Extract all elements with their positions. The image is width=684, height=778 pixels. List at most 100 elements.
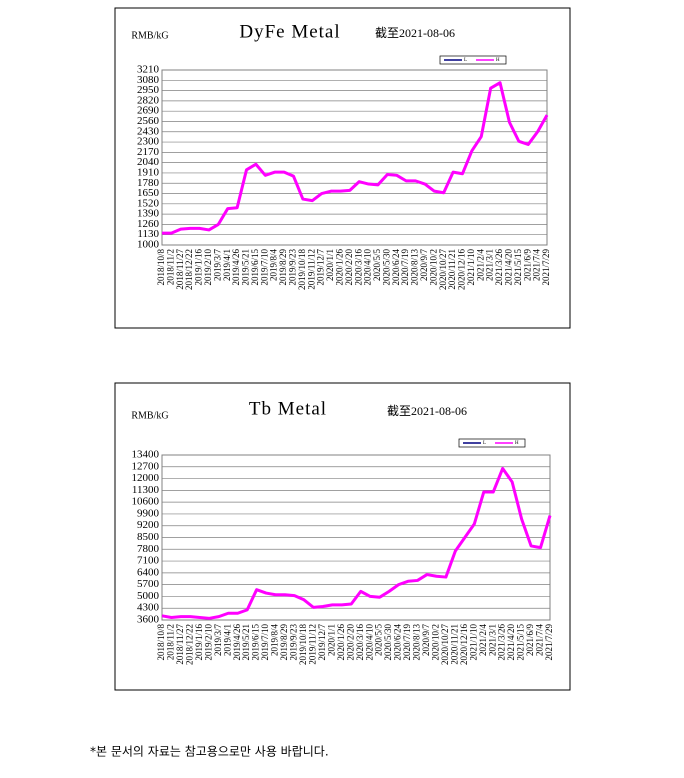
y-tick-label: 2820 [137,94,160,106]
x-tick-label: 2020/8/13 [410,249,420,286]
x-tick-label: 2018/10/8 [156,249,166,286]
plot-area [161,69,548,246]
x-tick-label: 2020/5/5 [372,249,382,282]
x-tick-label: 2021/7/29 [541,249,551,286]
y-tick-label: 3080 [137,74,160,86]
x-tick-label: 2021/1/10 [466,249,476,286]
x-tick-label: 2020/11/21 [449,624,459,665]
x-tick-label: 2020/2/20 [345,624,355,661]
y-tick-label: 12000 [132,472,160,484]
x-tick-label: 2021/3/26 [494,249,504,286]
y-tick-label: 1130 [137,228,159,240]
y-tick-label: 2690 [137,105,160,117]
x-tick-label: 2019/1/16 [194,624,204,661]
y-tick-label: 1520 [137,197,160,209]
y-tick-label: 5000 [137,590,160,602]
legend-label: H [496,58,500,63]
x-tick-label: 2020/4/10 [364,624,374,661]
y-tick-label: 3210 [137,64,160,76]
x-tick-label: 2020/6/24 [391,249,401,286]
x-tick-label: 2020/1/26 [334,249,344,286]
x-tick-label: 2019/4/26 [232,624,242,661]
x-tick-label: 2021/7/4 [532,249,542,282]
x-tick-label: 2019/2/10 [203,249,213,286]
x-tick-label: 2019/6/15 [251,624,261,661]
x-tick-label: 2020/7/19 [402,624,412,661]
x-tick-label: 2021/6/9 [525,624,535,657]
unit-label: RMB/kG [131,410,168,421]
x-tick-label: 2019/11/12 [306,249,316,290]
x-tick-label: 2018/11/27 [175,249,185,290]
x-tick-label: 2020/4/10 [363,249,373,286]
x-tick-label: 2019/4/26 [231,249,241,286]
x-tick-label: 2020/9/7 [421,624,431,657]
x-tick-label: 2019/8/4 [270,624,280,657]
y-tick-label: 3600 [137,614,160,626]
x-tick-label: 2019/4/1 [222,624,232,656]
x-tick-label: 2020/1/26 [336,624,346,661]
x-tick-label: 2021/4/20 [506,624,516,661]
series-line [161,466,552,620]
x-tick-label: 2020/10/27 [438,249,448,291]
x-tick-label: 2021/3/26 [497,624,507,661]
x-tick-label: 2019/6/15 [250,249,260,286]
x-tick-label: 2019/7/10 [259,249,269,286]
x-tick-label: 2020/10/27 [440,624,450,666]
y-tick-label: 8500 [137,531,160,543]
x-tick-label: 2020/3/16 [353,249,363,286]
y-tick-label: 11300 [132,484,160,496]
x-tick-label: 2018/12/22 [184,624,194,665]
chart-title: Tb Metal [249,398,327,419]
x-tick-label: 2021/6/9 [522,249,532,282]
legend-label: L [483,441,486,446]
x-tick-label: 2020/5/5 [374,624,384,657]
x-tick-label: 2021/1/10 [468,624,478,661]
legend-label: H [515,441,519,446]
x-tick-label: 2019/12/7 [316,249,326,286]
chart-subtitle: 截至2021-08-06 [387,404,467,418]
x-tick-label: 2021/5/15 [516,624,526,661]
x-tick-label: 2019/8/29 [278,249,288,286]
x-tick-label: 2020/2/20 [344,249,354,286]
y-tick-label: 9200 [137,519,160,531]
x-tick-label: 2021/3/1 [487,624,497,656]
y-tick-label: 2040 [137,156,160,168]
x-tick-label: 2021/2/4 [478,624,488,657]
x-tick-label: 2019/10/18 [298,624,308,666]
chart-title: DyFe Metal [239,21,340,42]
x-tick-label: 2019/5/21 [241,249,251,286]
x-tick-label: 2020/1/1 [325,249,335,281]
x-tick-label: 2018/11/27 [175,624,185,665]
x-tick-label: 2019/8/4 [269,249,279,282]
y-tick-label: 1260 [137,218,160,230]
y-tick-label: 2950 [137,84,160,96]
y-tick-label: 5700 [137,578,160,590]
footnote: *본 문서의 자료는 참고용으로만 사용 바랍니다. [90,745,329,759]
x-tick-label: 2018/10/8 [156,624,166,661]
x-tick-label: 2021/4/20 [504,249,514,286]
x-tick-label: 2020/3/16 [355,624,365,661]
x-tick-label: 2020/10/2 [431,624,441,661]
x-tick-label: 2019/12/7 [317,624,327,661]
x-tick-label: 2019/2/10 [203,624,213,661]
x-tick-label: 2018/11/2 [165,249,175,285]
x-tick-label: 2018/12/22 [184,249,194,290]
x-tick-label: 2020/9/7 [419,249,429,282]
y-tick-label: 2300 [137,136,160,148]
y-tick-label: 7800 [137,543,160,555]
x-tick-label: 2020/11/21 [447,249,457,290]
x-tick-label: 2020/1/1 [326,624,336,656]
y-tick-label: 1780 [137,177,160,189]
x-tick-label: 2019/5/21 [241,624,251,661]
y-tick-label: 6400 [137,566,160,578]
y-tick-label: 2170 [137,146,160,158]
x-tick-label: 2021/2/4 [475,249,485,282]
x-tick-label: 2020/12/16 [459,624,469,666]
y-tick-label: 9900 [137,507,160,519]
x-tick-label: 2019/4/1 [222,249,232,281]
y-tick-label: 1910 [137,166,160,178]
x-tick-label: 2020/6/24 [393,624,403,661]
x-tick-label: 2019/1/16 [194,249,204,286]
x-tick-label: 2019/11/12 [307,624,317,665]
